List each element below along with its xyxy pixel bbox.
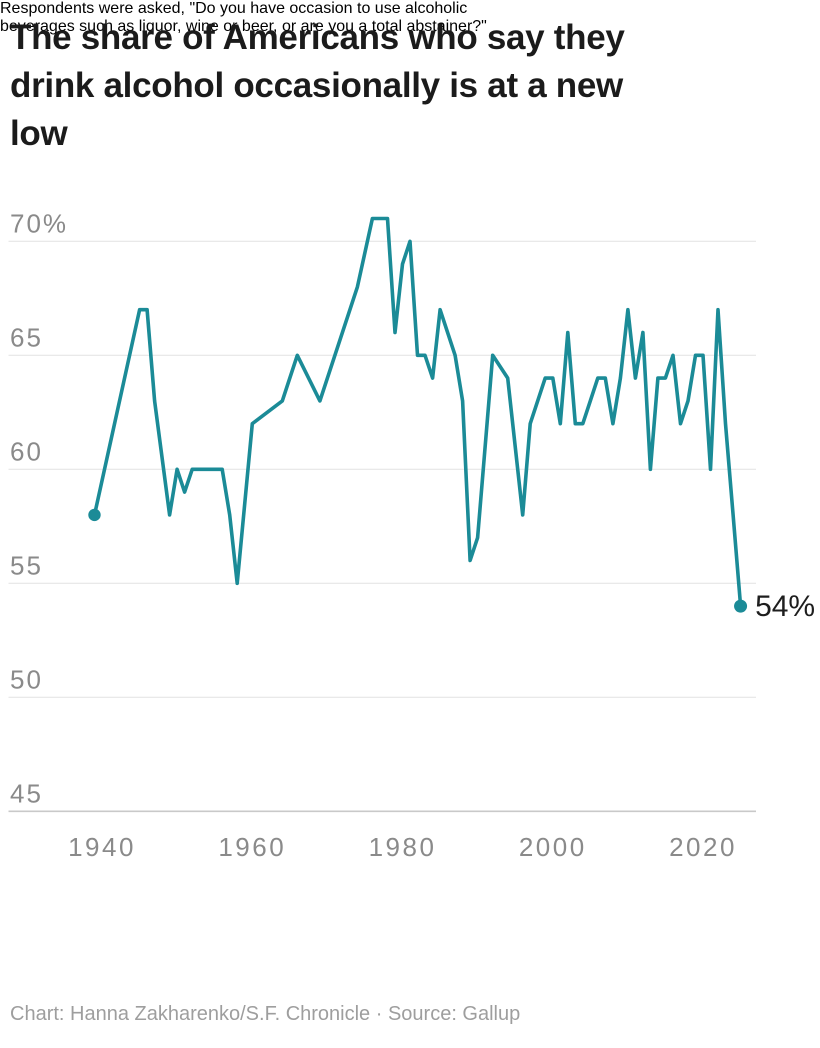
start-point-dot <box>88 508 101 522</box>
y-tick-label: 60 <box>10 436 43 466</box>
chart-note-line-1: Respondents were asked, "Do you have occ… <box>0 0 468 17</box>
chart-title: The share of Americans who say they drin… <box>10 14 810 158</box>
end-point-dot <box>734 599 748 613</box>
chart-title-line-3: low <box>10 114 68 153</box>
y-tick-label: 45 <box>10 778 43 808</box>
chart-note-line-2: beverages such as liquor, wine or beer, … <box>0 18 487 35</box>
x-tick-label: 1940 <box>68 832 136 862</box>
chart-title-line-2: drink alcohol occasionally is at a new <box>10 66 623 105</box>
y-tick-label: 55 <box>10 550 43 580</box>
x-tick-label: 1980 <box>369 832 437 862</box>
chart-svg: 70% 65 60 55 50 45 1940 1960 1980 2000 2020 54% <box>8 208 815 862</box>
trend-line <box>92 216 743 608</box>
x-tick-label: 2000 <box>519 832 587 862</box>
x-tick-label: 2020 <box>669 832 737 862</box>
chart-title-line-1: The share of Americans who say they <box>10 18 625 57</box>
y-tick-label: 70% <box>10 208 68 238</box>
end-value-label: 54% <box>755 590 815 623</box>
chart-credit: Chart: Hanna Zakharenko/S.F. Chronicle ·… <box>10 1003 521 1025</box>
x-tick-label: 1960 <box>218 832 286 862</box>
y-tick-label: 50 <box>10 664 43 694</box>
y-tick-label: 65 <box>10 322 43 352</box>
